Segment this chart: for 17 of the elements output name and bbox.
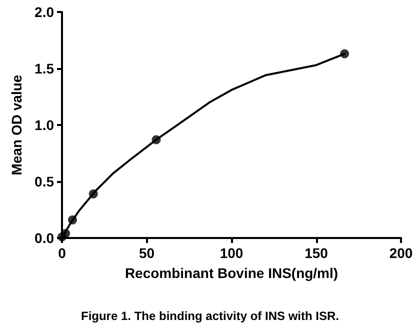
x-tick-label: 100 [220, 245, 244, 261]
x-axis-title: Recombinant Bovine INS(ng/ml) [124, 265, 338, 281]
y-tick-label: 2.0 [34, 4, 54, 20]
x-tick-label: 50 [138, 245, 155, 261]
point [88, 189, 98, 198]
point [152, 135, 161, 144]
y-tick-label: 1.5 [34, 60, 54, 76]
x-tick-label: 150 [304, 245, 328, 261]
point [340, 49, 350, 58]
y-tick-label: 0.0 [34, 230, 54, 246]
x-tick-label: 200 [389, 245, 413, 261]
x-tick-label: 0 [58, 245, 66, 261]
text: Figure 1. The binding activity of INS with ISR. [80, 309, 340, 323]
y-axis-title: Mean OD value [8, 74, 25, 176]
y-tick-label: 0.5 [34, 174, 54, 190]
y-tick-label: 1.0 [34, 117, 54, 133]
point [68, 215, 78, 224]
